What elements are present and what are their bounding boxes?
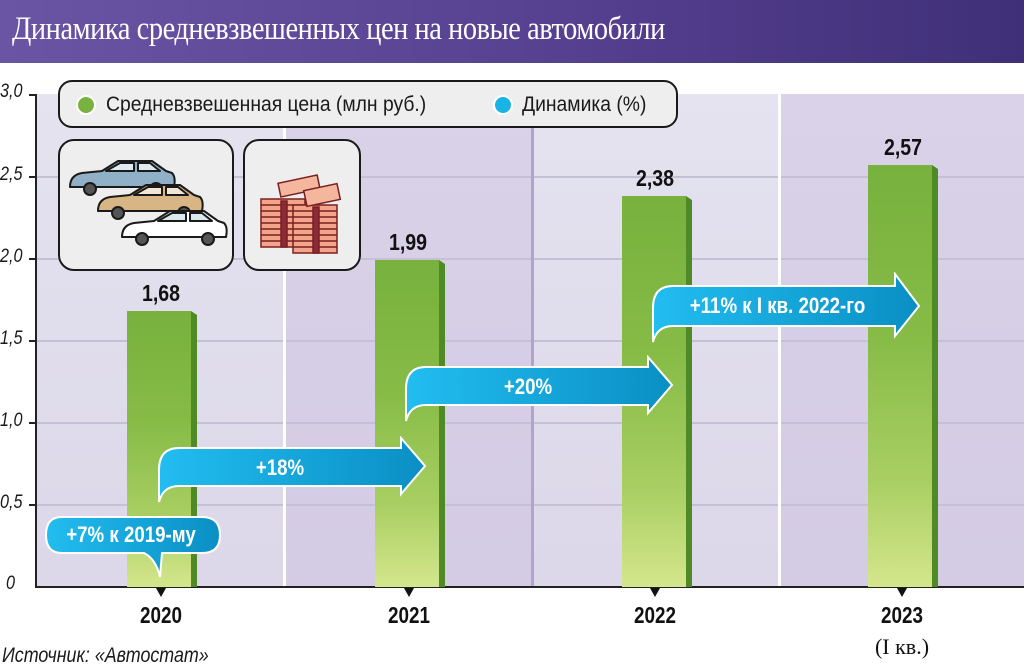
y-tick-label: 2,0 (0, 246, 23, 267)
bar-value-label: 1,68 (141, 280, 181, 306)
y-tick-mark (29, 176, 36, 178)
y-tick-label: 2,5 (0, 164, 23, 185)
legend-label-price: Средневзвешенная цена (млн руб.) (106, 93, 427, 116)
cars-illustration-box (58, 139, 234, 271)
y-tick-mark (29, 258, 36, 260)
bar-side-cap (439, 260, 445, 264)
arrow-label-2022: +20% (503, 374, 553, 399)
gridline-1-5 (37, 340, 1024, 342)
bar-side-cap (686, 196, 692, 200)
gridline-2-0 (37, 258, 1024, 260)
x-axis (35, 586, 1024, 588)
source-note: Источник: «Автостат» (2, 644, 209, 667)
y-tick-label: 0,5 (0, 492, 23, 513)
growth-arrow-2022 (405, 355, 674, 422)
x-tick-marker (404, 588, 414, 597)
y-tick-label: 0 (6, 573, 15, 594)
x-tick-marker (650, 588, 660, 597)
column-separator (778, 94, 781, 587)
arrow-label-2023: +11% к I кв. 2022-го (689, 293, 866, 318)
column-separator (531, 94, 534, 587)
y-tick-mark (29, 340, 36, 342)
column-separator (283, 94, 286, 587)
y-axis (35, 94, 37, 588)
legend-swatch-price (76, 95, 96, 115)
title-bar: Динамика средневзвешенных цен на новые а… (0, 0, 1024, 63)
bar-2021[interactable] (375, 260, 445, 587)
money-illustration-box (243, 139, 361, 271)
y-tick-mark (29, 422, 36, 424)
ruble-banknote-stacks-icon (260, 174, 342, 254)
legend-label-dynamics: Динамика (%) (522, 93, 647, 116)
growth-arrow-2023 (652, 272, 921, 343)
gridline-1-0 (37, 422, 1024, 424)
x-label-2022: 2022 (634, 602, 676, 628)
arrow-label-2019: +7% к 2019-му (66, 522, 196, 547)
x-tick-marker (897, 588, 907, 597)
bar-value-label: 1,99 (388, 229, 428, 255)
bar-side (439, 264, 445, 587)
bar-value-label: 2,57 (883, 134, 923, 160)
gridline-2-5 (37, 176, 1024, 178)
bar-side-cap (932, 165, 938, 169)
y-tick-mark (29, 94, 36, 96)
bar-face (868, 165, 932, 587)
y-tick-label: 1,5 (0, 328, 23, 349)
bar-2023[interactable] (868, 165, 938, 587)
chart-title: Динамика средневзвешенных цен на новые а… (12, 11, 665, 47)
y-tick-label: 3,0 (0, 81, 23, 102)
legend-swatch-dynamics (493, 95, 513, 115)
legend: Средневзвешенная цена (млн руб.) Динамик… (58, 80, 678, 128)
gridline-0-5 (37, 504, 1024, 506)
callout-bubble-2019 (44, 516, 222, 578)
x-label-2021: 2021 (388, 602, 430, 628)
x-label-2023: 2023 (881, 602, 923, 628)
bar-value-label: 2,38 (635, 165, 675, 191)
cars-illustration-icon (69, 160, 228, 246)
bar-side (686, 200, 692, 587)
bar-face (375, 260, 439, 587)
y-tick-label: 1,0 (0, 410, 23, 431)
y-tick-mark (29, 504, 36, 506)
arrow-label-2021: +18% (255, 455, 305, 480)
x-sublabel-2023: (I кв.) (874, 634, 930, 659)
bar-side (932, 169, 938, 587)
x-tick-marker (156, 588, 166, 597)
growth-arrow-2021 (158, 436, 427, 503)
x-label-2020: 2020 (140, 602, 182, 628)
bar-side-cap (191, 311, 197, 315)
